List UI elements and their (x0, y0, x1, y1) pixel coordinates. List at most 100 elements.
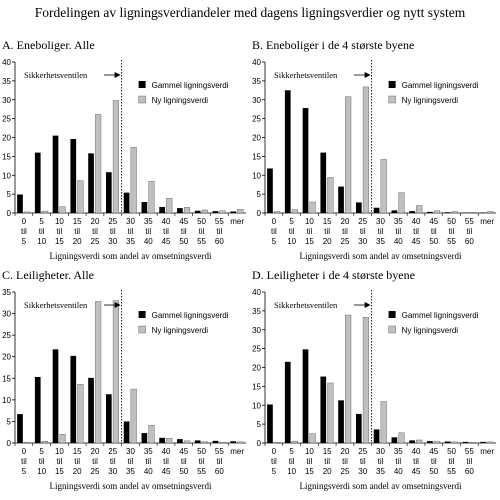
y-tick-label: 15 (252, 382, 261, 391)
x-tick-label: 30 (126, 447, 135, 456)
x-tick-label: til (181, 457, 187, 466)
x-tick-label: 45 (162, 467, 171, 476)
bar-new (345, 315, 351, 443)
bar-old (303, 349, 309, 443)
annotation-arrow-head (365, 302, 371, 308)
bar-old (88, 153, 94, 213)
legend-swatch-old (389, 81, 396, 88)
bar-new (131, 389, 137, 443)
bar-new (470, 442, 476, 443)
bar-old (303, 108, 309, 213)
x-tick-label: 15 (55, 237, 64, 246)
bar-old (195, 440, 201, 443)
x-tick-label: 25 (358, 447, 367, 456)
x-tick-label: 20 (323, 467, 332, 476)
bar-new (416, 205, 422, 213)
bar-old (374, 208, 380, 213)
x-tick-label: 30 (358, 467, 367, 476)
bar-new (166, 198, 172, 213)
x-tick-label: til (110, 457, 116, 466)
x-tick-label: 50 (179, 237, 188, 246)
bar-new (220, 211, 226, 213)
bar-new (399, 193, 405, 213)
x-tick-label: 20 (91, 447, 100, 456)
bar-new (292, 210, 298, 213)
x-tick-label: til (324, 457, 330, 466)
x-tick-label: 5 (39, 447, 44, 456)
bar-old (267, 168, 273, 213)
x-tick-label: til (378, 227, 384, 236)
x-tick-label: 15 (305, 467, 314, 476)
x-tick-label: til (413, 227, 419, 236)
annotation-arrow-head (365, 72, 371, 78)
x-tick-label: 40 (144, 467, 153, 476)
y-tick-label: 30 (2, 310, 11, 319)
bar-new (184, 441, 190, 443)
bar-old (70, 356, 76, 443)
bar-new (381, 401, 387, 443)
x-tick-label: 5 (272, 237, 277, 246)
legend-swatch-new (389, 326, 396, 333)
legend-label-new: Ny ligningsverdi (402, 96, 459, 105)
legend-label-new: Ny ligningsverdi (152, 96, 209, 105)
chart-c: 051015202530350til55til1010til1515til202… (0, 268, 250, 500)
y-tick-label: 40 (2, 58, 11, 67)
x-tick-label: 25 (91, 467, 100, 476)
bar-old (356, 414, 362, 443)
bar-old (213, 441, 219, 443)
x-tick-label: til (342, 457, 348, 466)
bar-old (106, 172, 112, 213)
bar-new (95, 301, 101, 443)
y-tick-label: 5 (7, 190, 12, 199)
y-tick-label: 40 (252, 58, 261, 67)
x-tick-label: 25 (341, 237, 350, 246)
x-tick-label: til (128, 227, 134, 236)
x-tick-label: 5 (289, 217, 294, 226)
bar-old (392, 437, 398, 443)
bar-new (237, 209, 243, 213)
bar-new (113, 101, 119, 213)
x-tick-label: 35 (394, 447, 403, 456)
legend-label-new: Ny ligningsverdi (152, 326, 209, 335)
bar-old (53, 136, 59, 213)
bar-new (434, 441, 440, 443)
x-tick-label: 55 (465, 447, 474, 456)
bar-old (374, 429, 380, 443)
annotation-text: Sikkerhetsventilen (24, 70, 88, 80)
x-tick-label: 60 (465, 237, 474, 246)
x-tick-label: 35 (126, 467, 135, 476)
x-tick-label: 50 (197, 447, 206, 456)
x-tick-label: til (413, 457, 419, 466)
x-tick-label: 15 (73, 217, 82, 226)
bar-old (285, 362, 291, 443)
x-tick-label: 45 (429, 447, 438, 456)
x-tick-label: 40 (394, 467, 403, 476)
bar-old (445, 212, 451, 213)
x-tick-label: 50 (429, 237, 438, 246)
x-tick-label: 15 (73, 447, 82, 456)
y-tick-label: 10 (2, 171, 11, 180)
bar-new (113, 301, 119, 443)
y-tick-label: 10 (252, 171, 261, 180)
x-tick-label: til (199, 227, 205, 236)
bar-old (338, 400, 344, 443)
bar-old (409, 211, 415, 213)
x-tick-label: 30 (358, 237, 367, 246)
x-tick-label: 5 (22, 237, 27, 246)
bar-new (220, 442, 226, 443)
bar-new (328, 178, 334, 213)
x-tick-label: 35 (144, 217, 153, 226)
bar-old (17, 195, 23, 213)
x-tick-label: til (39, 227, 45, 236)
bar-new (274, 442, 280, 443)
x-tick-label: til (128, 457, 134, 466)
annotation-text: Sikkerhetsventilen (274, 70, 338, 80)
x-tick-label: 50 (447, 217, 456, 226)
bar-old (285, 90, 291, 213)
y-tick-label: 25 (2, 331, 11, 340)
bar-old (463, 442, 469, 443)
x-tick-label: 25 (91, 237, 100, 246)
x-tick-label: 10 (55, 447, 64, 456)
